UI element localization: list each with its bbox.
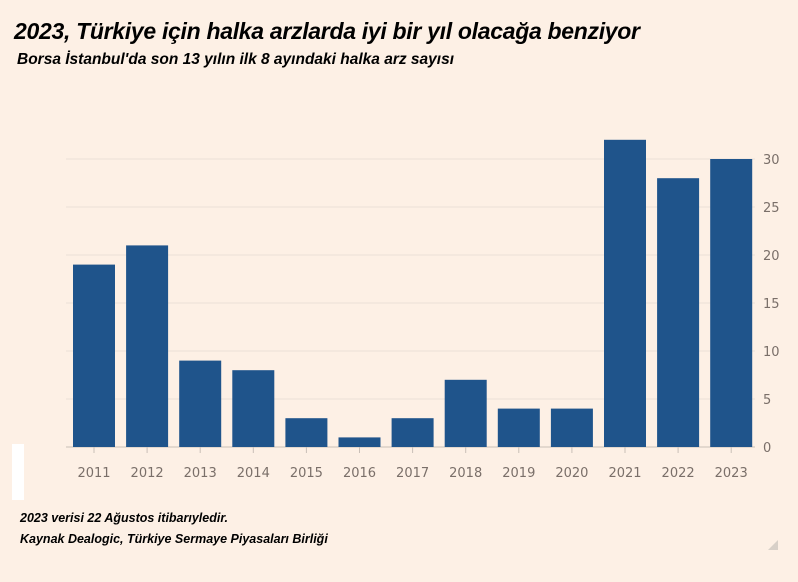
source-note: Kaynak Dealogic, Türkiye Sermaye Piyasal… [20, 532, 328, 546]
x-tick-label: 2011 [77, 466, 110, 481]
bar-2019 [497, 408, 540, 447]
x-tick-label: 2021 [608, 466, 641, 481]
chart-subtitle: Borsa İstanbul'da son 13 yılın ilk 8 ayı… [17, 51, 455, 68]
y-tick-label: 5 [763, 393, 771, 408]
x-tick-label: 2019 [502, 466, 535, 481]
bar-2016 [338, 437, 381, 447]
x-tick-label: 2013 [184, 466, 217, 481]
y-tick-label: 10 [763, 345, 780, 360]
bar-2021 [604, 139, 646, 448]
x-tick-label: 2018 [449, 466, 482, 481]
bar-2020 [550, 408, 593, 447]
y-tick-label: 30 [763, 153, 780, 168]
bar-2023 [710, 159, 753, 447]
chart-title: 2023, Türkiye için halka arzlarda iyi bi… [14, 18, 640, 44]
x-tick-label: 2016 [343, 466, 376, 481]
y-tick-label: 0 [763, 441, 771, 456]
white-strip [12, 444, 24, 500]
data-note: 2023 verisi 22 Ağustos itibarıyledir. [20, 511, 228, 525]
x-tick-label: 2012 [131, 466, 164, 481]
y-tick-label: 15 [763, 297, 780, 312]
bar-2011 [73, 264, 115, 447]
bar-2018 [444, 379, 487, 447]
y-tick-label: 20 [763, 249, 780, 264]
bar-2022 [657, 178, 700, 447]
bar-2015 [285, 418, 328, 447]
bar-2014 [232, 370, 275, 447]
bar-2012 [126, 245, 169, 447]
x-tick-label: 2015 [290, 466, 323, 481]
x-tick-label: 2017 [396, 466, 429, 481]
bar-2017 [391, 418, 434, 447]
bar-2013 [179, 360, 222, 447]
x-tick-label: 2014 [237, 466, 270, 481]
x-tick-label: 2020 [555, 466, 588, 481]
y-tick-label: 25 [763, 201, 780, 216]
x-tick-label: 2023 [715, 466, 748, 481]
resize-handle-icon[interactable] [768, 540, 778, 550]
x-tick-label: 2022 [662, 466, 695, 481]
